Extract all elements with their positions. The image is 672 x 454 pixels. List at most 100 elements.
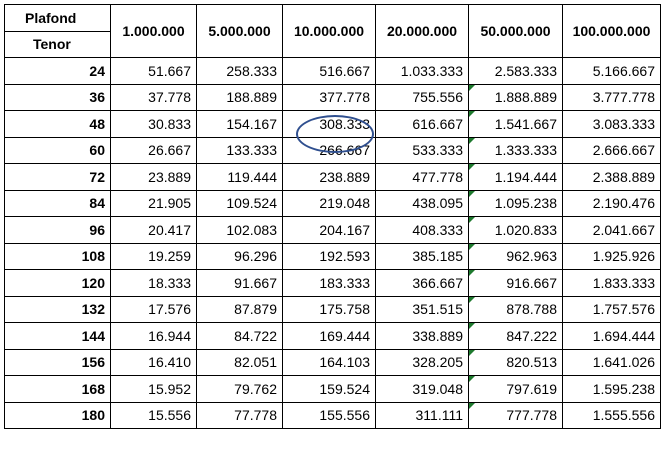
table-row: 168 15.952 79.762 159.524 319.048 797.619 1.59… <box>4 375 661 403</box>
table-row: 120 18.333 91.667 183.333 366.667 916.667 1.83… <box>4 269 661 297</box>
column-header: 5.000.000 <box>196 4 283 58</box>
value-cell: 2.190.476 <box>562 189 661 217</box>
table-row: 84 21.905 109.524 219.048 438.095 1.095.238 2.… <box>4 189 661 217</box>
value-cell: 755.556 <box>375 83 469 111</box>
value-cell: 159.524 <box>282 375 376 403</box>
table-row: 156 16.410 82.051 164.103 328.205 820.513 1.64… <box>4 348 661 376</box>
value-cell: 308.333 <box>282 110 376 138</box>
value-cell: 133.333 <box>196 136 283 164</box>
column-header: 10.000.000 <box>282 4 376 58</box>
value-cell: 16.944 <box>110 322 197 350</box>
table-row: 48 30.833 154.167 308.333 616.667 1.541.667 3.… <box>4 110 661 138</box>
value-cell: 91.667 <box>196 269 283 297</box>
value-cell: 366.667 <box>375 269 469 297</box>
value-cell: 878.788 <box>468 295 563 323</box>
value-cell: 175.758 <box>282 295 376 323</box>
value-cell: 1.595.238 <box>562 375 661 403</box>
value-cell: 16.410 <box>110 348 197 376</box>
table-row: 180 15.556 77.778 155.556 311.111 777.778 1.55… <box>4 401 661 429</box>
table-row: 132 17.576 87.879 175.758 351.515 878.788 1.75… <box>4 295 661 323</box>
plafond-label: Plafond <box>4 4 111 32</box>
tenor-cell: 156 <box>4 348 111 376</box>
value-cell: 962.963 <box>468 242 563 270</box>
value-cell: 77.778 <box>196 401 283 429</box>
table-body: 24 51.667 258.333 516.667 1.033.333 2.583.333… <box>4 57 661 429</box>
tenor-cell: 144 <box>4 322 111 350</box>
value-cell: 1.095.238 <box>468 189 563 217</box>
value-cell: 1.194.444 <box>468 163 563 191</box>
value-cell: 847.222 <box>468 322 563 350</box>
tenor-cell: 60 <box>4 136 111 164</box>
table-row: 144 16.944 84.722 169.444 338.889 847.222 1.69… <box>4 322 661 350</box>
value-cell: 385.185 <box>375 242 469 270</box>
value-cell: 3.777.778 <box>562 83 661 111</box>
value-cell: 311.111 <box>375 401 469 429</box>
value-cell: 319.048 <box>375 375 469 403</box>
value-cell: 2.388.889 <box>562 163 661 191</box>
value-cell: 87.879 <box>196 295 283 323</box>
value-cell: 477.778 <box>375 163 469 191</box>
value-cell: 1.333.333 <box>468 136 563 164</box>
value-cell: 1.888.889 <box>468 83 563 111</box>
value-cell: 258.333 <box>196 57 283 85</box>
value-cell: 219.048 <box>282 189 376 217</box>
value-cell: 20.417 <box>110 216 197 244</box>
table-row: 60 26.667 133.333 266.667 533.333 1.333.333 2.… <box>4 136 661 164</box>
value-cell: 351.515 <box>375 295 469 323</box>
table-header: Plafond 1.000.000 5.000.000 10.000.000 2… <box>4 4 661 58</box>
value-cell: 79.762 <box>196 375 283 403</box>
value-cell: 15.556 <box>110 401 197 429</box>
value-cell: 533.333 <box>375 136 469 164</box>
column-header: 100.000.000 <box>562 4 661 58</box>
tenor-cell: 108 <box>4 242 111 270</box>
tenor-cell: 120 <box>4 269 111 297</box>
value-cell: 1.020.833 <box>468 216 563 244</box>
value-cell: 438.095 <box>375 189 469 217</box>
value-cell: 916.667 <box>468 269 563 297</box>
installment-table: Plafond 1.000.000 5.000.000 10.000.000 2… <box>4 4 661 429</box>
value-cell: 516.667 <box>282 57 376 85</box>
column-header: 50.000.000 <box>468 4 563 58</box>
value-cell: 1.925.926 <box>562 242 661 270</box>
value-cell: 37.778 <box>110 83 197 111</box>
value-cell: 102.083 <box>196 216 283 244</box>
value-cell: 82.051 <box>196 348 283 376</box>
value-cell: 1.757.576 <box>562 295 661 323</box>
installment-table-container: Plafond 1.000.000 5.000.000 10.000.000 2… <box>4 4 661 429</box>
value-cell: 17.576 <box>110 295 197 323</box>
value-cell: 1.033.333 <box>375 57 469 85</box>
value-cell: 164.103 <box>282 348 376 376</box>
value-cell: 377.778 <box>282 83 376 111</box>
value-cell: 777.778 <box>468 401 563 429</box>
value-cell: 1.833.333 <box>562 269 661 297</box>
value-cell: 84.722 <box>196 322 283 350</box>
table-row: 24 51.667 258.333 516.667 1.033.333 2.583.333… <box>4 57 661 85</box>
value-cell: 154.167 <box>196 110 283 138</box>
tenor-cell: 96 <box>4 216 111 244</box>
table-row: 36 37.778 188.889 377.778 755.556 1.888.889 3.… <box>4 83 661 111</box>
value-cell: 15.952 <box>110 375 197 403</box>
value-cell: 21.905 <box>110 189 197 217</box>
value-cell: 328.205 <box>375 348 469 376</box>
value-cell: 51.667 <box>110 57 197 85</box>
value-cell: 96.296 <box>196 242 283 270</box>
header-row-bottom: Tenor <box>4 30 661 58</box>
value-cell: 238.889 <box>282 163 376 191</box>
tenor-cell: 180 <box>4 401 111 429</box>
value-cell: 192.593 <box>282 242 376 270</box>
value-cell: 1.555.556 <box>562 401 661 429</box>
value-cell: 26.667 <box>110 136 197 164</box>
value-cell: 408.333 <box>375 216 469 244</box>
tenor-cell: 132 <box>4 295 111 323</box>
table-row: 108 19.259 96.296 192.593 385.185 962.963 1.92… <box>4 242 661 270</box>
tenor-cell: 24 <box>4 57 111 85</box>
value-cell: 183.333 <box>282 269 376 297</box>
value-cell: 1.694.444 <box>562 322 661 350</box>
tenor-cell: 168 <box>4 375 111 403</box>
tenor-cell: 72 <box>4 163 111 191</box>
value-cell: 169.444 <box>282 322 376 350</box>
value-cell: 338.889 <box>375 322 469 350</box>
tenor-cell: 48 <box>4 110 111 138</box>
value-cell: 2.666.667 <box>562 136 661 164</box>
tenor-label: Tenor <box>4 30 111 58</box>
